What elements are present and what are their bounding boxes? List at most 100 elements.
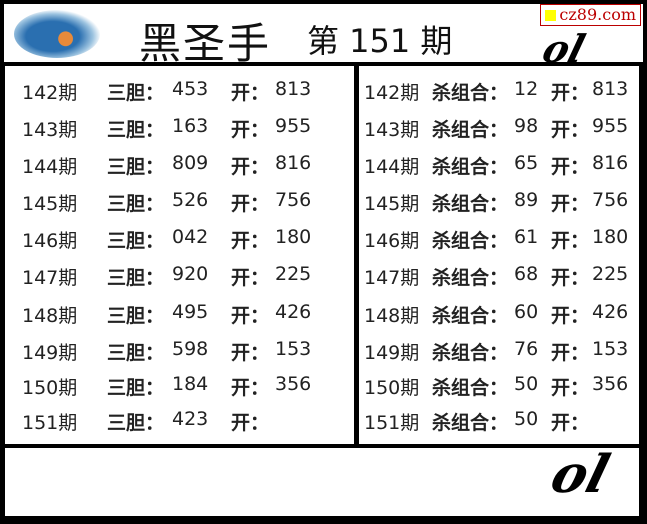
- open-label: 开：: [231, 377, 270, 399]
- open-value: 153: [592, 338, 629, 360]
- table-row: 146期 三胆： 042 开： 180: [5, 226, 354, 252]
- logo-image: [14, 10, 100, 58]
- label: 三胆：: [107, 342, 165, 364]
- open-value: 756: [275, 189, 312, 211]
- value: 65: [514, 152, 539, 174]
- table-row: 149期 三胆： 598 开： 153: [5, 338, 354, 364]
- open-label: 开：: [551, 156, 590, 178]
- open-value: 356: [592, 373, 629, 395]
- label: 杀组合：: [432, 342, 509, 364]
- open-value: 756: [592, 189, 629, 211]
- table-row: 142期 杀组合： 12 开： 813: [359, 78, 639, 104]
- label: 三胆：: [107, 305, 165, 327]
- footer-panel: ol: [5, 444, 639, 516]
- table-row: 142期 三胆： 453 开： 813: [5, 78, 354, 104]
- watermark-badge: cz89.com: [540, 4, 641, 26]
- period: 148期: [364, 305, 420, 327]
- value: 184: [172, 373, 209, 395]
- open-label: 开：: [551, 377, 590, 399]
- open-label: 开：: [231, 156, 270, 178]
- label: 三胆：: [107, 156, 165, 178]
- label: 杀组合：: [432, 267, 509, 289]
- label: 杀组合：: [432, 305, 509, 327]
- period: 145期: [22, 193, 78, 215]
- period: 145期: [364, 193, 420, 215]
- open-label: 开：: [551, 193, 590, 215]
- right-panel: 142期 杀组合： 12 开： 813 143期 杀组合： 98 开： 955 144期 杀组合： 65…: [359, 66, 639, 444]
- open-label: 开：: [231, 342, 270, 364]
- table-row: 143期 三胆： 163 开： 955: [5, 115, 354, 141]
- value: 598: [172, 338, 209, 360]
- value: 042: [172, 226, 209, 248]
- open-label: 开：: [551, 82, 590, 104]
- value: 60: [514, 301, 539, 323]
- label: 杀组合：: [432, 230, 509, 252]
- table-row: 151期 三胆： 423 开：: [5, 408, 354, 434]
- period: 142期: [22, 82, 78, 104]
- label: 三胆：: [107, 193, 165, 215]
- value: 453: [172, 78, 209, 100]
- table-row: 145期 三胆： 526 开： 756: [5, 189, 354, 215]
- open-value: 955: [592, 115, 629, 137]
- period: 151期: [22, 412, 78, 434]
- page-title: 黑圣手: [139, 19, 272, 68]
- value: 50: [514, 408, 539, 430]
- open-label: 开：: [231, 82, 270, 104]
- label: 三胆：: [107, 377, 165, 399]
- label: 三胆：: [107, 230, 165, 252]
- watermark-text: cz89.com: [559, 5, 636, 24]
- period: 144期: [364, 156, 420, 178]
- open-value: 813: [592, 78, 629, 100]
- label: 杀组合：: [432, 377, 509, 399]
- open-value: 180: [592, 226, 629, 248]
- label: 三胆：: [107, 82, 165, 104]
- period: 144期: [22, 156, 78, 178]
- open-label: 开：: [231, 267, 270, 289]
- open-label: 开：: [551, 267, 590, 289]
- open-value: 816: [592, 152, 629, 174]
- period: 143期: [22, 119, 78, 141]
- table-row: 149期 杀组合： 76 开： 153: [359, 338, 639, 364]
- open-label: 开：: [231, 119, 270, 141]
- open-label: 开：: [231, 193, 270, 215]
- value: 98: [514, 115, 539, 137]
- label: 杀组合：: [432, 156, 509, 178]
- label: 三胆：: [107, 119, 165, 141]
- period: 146期: [364, 230, 420, 252]
- open-value: 225: [275, 263, 312, 285]
- label: 杀组合：: [432, 82, 509, 104]
- open-value: 955: [275, 115, 312, 137]
- value: 68: [514, 263, 539, 285]
- open-value: 153: [275, 338, 312, 360]
- period: 150期: [364, 377, 420, 399]
- signature-mark: ol: [537, 26, 590, 71]
- period: 149期: [364, 342, 420, 364]
- open-label: 开：: [231, 305, 270, 327]
- open-value: 225: [592, 263, 629, 285]
- table-row: 143期 杀组合： 98 开： 955: [359, 115, 639, 141]
- open-label: 开：: [231, 412, 270, 434]
- table-row: 147期 杀组合： 68 开： 225: [359, 263, 639, 289]
- table-row: 145期 杀组合： 89 开： 756: [359, 189, 639, 215]
- value: 163: [172, 115, 209, 137]
- table-row: 151期 杀组合： 50 开：: [359, 408, 639, 434]
- label: 三胆：: [107, 412, 165, 434]
- period: 151期: [364, 412, 420, 434]
- period: 143期: [364, 119, 420, 141]
- value: 12: [514, 78, 539, 100]
- value: 50: [514, 373, 539, 395]
- open-value: 356: [275, 373, 312, 395]
- open-label: 开：: [551, 119, 590, 141]
- value: 89: [514, 189, 539, 211]
- value: 809: [172, 152, 209, 174]
- period: 146期: [22, 230, 78, 252]
- open-label: 开：: [551, 412, 590, 434]
- period: 147期: [364, 267, 420, 289]
- label: 杀组合：: [432, 119, 509, 141]
- label: 杀组合：: [432, 412, 509, 434]
- table-row: 144期 杀组合： 65 开： 816: [359, 152, 639, 178]
- table-row: 150期 杀组合： 50 开： 356: [359, 373, 639, 399]
- value: 526: [172, 189, 209, 211]
- open-label: 开：: [231, 230, 270, 252]
